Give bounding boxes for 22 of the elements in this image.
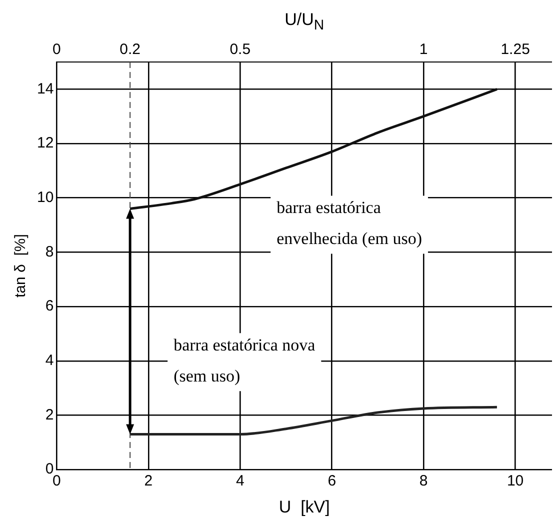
y-tick-label: 4 xyxy=(45,352,54,370)
x2-tick-label: 1.25 xyxy=(500,41,530,58)
y-axis-title: tan δ [%] xyxy=(12,234,30,298)
y-tick-label: 14 xyxy=(36,80,54,98)
x-tick-label: 8 xyxy=(419,472,428,490)
annotation: barra estatórica envelhecida (em uso) xyxy=(276,198,422,248)
x-tick-label: 4 xyxy=(236,472,244,490)
x2-tick-label: 0.2 xyxy=(120,41,140,58)
y-tick-label: 6 xyxy=(45,298,54,315)
x2-axis-title: U/U$_{N}$ xyxy=(284,10,324,34)
y-tick-label: 0 xyxy=(45,460,54,478)
annotation: barra estatórica nova (sem uso) xyxy=(174,336,316,386)
x-tick-label: 6 xyxy=(328,472,336,490)
y-tick-label: 8 xyxy=(45,243,54,260)
x2-tick-label: 1 xyxy=(419,41,428,58)
x-tick-label: 2 xyxy=(144,472,153,490)
y-tick-label: 2 xyxy=(45,406,54,424)
y-tick-label: 12 xyxy=(36,134,54,152)
y-tick-label: 10 xyxy=(36,189,54,206)
x2-tick-label: 0.5 xyxy=(230,41,251,58)
x-tick-label: 10 xyxy=(506,472,524,490)
x-axis-title: U [kV] xyxy=(278,497,330,516)
